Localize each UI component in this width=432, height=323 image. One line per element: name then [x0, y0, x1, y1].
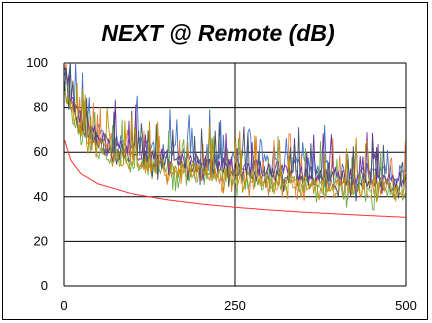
series-line-4: [64, 67, 406, 194]
series-line-6: [64, 82, 406, 203]
x-tick-label: 0: [60, 298, 67, 313]
limit-line: [64, 140, 406, 218]
tick-labels: 0 20 40 60 80 100 0 250 500: [26, 55, 417, 313]
x-tick-label: 250: [224, 298, 246, 313]
chart-title: NEXT @ Remote (dB): [101, 20, 334, 46]
y-tick-label: 40: [34, 189, 48, 204]
series-line-5: [64, 62, 406, 202]
y-tick-label: 80: [34, 100, 48, 115]
y-tick-label: 20: [34, 233, 48, 248]
y-tick-label: 60: [34, 144, 48, 159]
series-layer: [64, 62, 406, 211]
y-tick-label: 0: [41, 278, 48, 293]
limit-layer: [64, 140, 406, 218]
axes: [63, 63, 406, 287]
x-tick-label: 500: [395, 298, 417, 313]
y-tick-label: 100: [26, 55, 48, 70]
